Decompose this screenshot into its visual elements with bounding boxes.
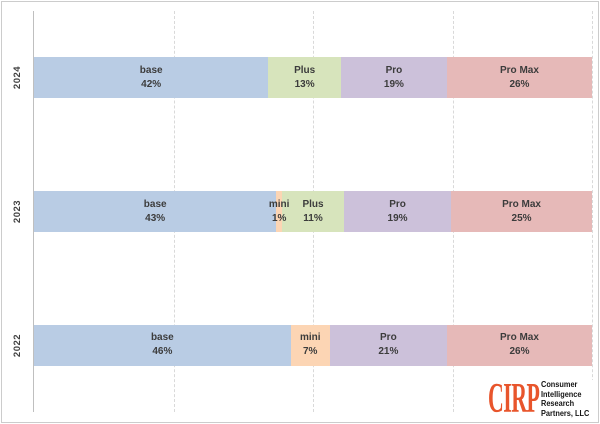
category-row-2024: base 42% Plus 13% Pro 19% Pro Max 26%: [34, 11, 592, 145]
y-axis-labels: 2024 2023 2022: [2, 11, 33, 412]
segment-label: mini 1%: [268, 198, 290, 224]
segment-plus-2024: Plus 13%: [268, 57, 341, 99]
segment-label: base 42%: [139, 64, 163, 90]
segment-label: Pro 21%: [378, 332, 399, 358]
segment-pro-2024: Pro 19%: [340, 57, 447, 99]
segment-label: Plus 13%: [294, 64, 316, 90]
segment-base-2023: base 43%: [34, 191, 277, 232]
y-axis-label-2022: 2022: [2, 278, 33, 412]
segment-pro-max-2024: Pro Max 26%: [446, 57, 592, 99]
segment-base-2022: base 46%: [34, 324, 291, 366]
segment-mini-2023: mini 1%: [269, 191, 289, 232]
bar-rows: base 42% Plus 13% Pro 19% Pro Max 26% base 43% min…: [34, 11, 593, 412]
segment-base-2024: base 42%: [34, 57, 269, 99]
cirp-logo: CIRP Consumer Intelligence Research Part…: [485, 376, 593, 422]
segment-label: Pro 19%: [383, 64, 404, 90]
segment-label: base 43%: [143, 198, 167, 224]
y-axis-label-2023: 2023: [2, 145, 33, 279]
logo-line: Partners, LLC: [540, 408, 589, 418]
category-row-2022: base 46% mini 7% Pro 21% Pro Max 26%: [34, 278, 593, 412]
y-axis-label-text: 2024: [11, 66, 23, 90]
y-axis-label-text: 2023: [11, 199, 23, 224]
cirp-logo-acronym: CIRP: [487, 376, 540, 422]
logo-line: Consumer: [540, 380, 577, 389]
plot-area: base 42% Plus 13% Pro 19% Pro Max 26% base 43% min…: [33, 11, 593, 412]
category-row-2023: base 43% mini 1% Plus 11% Pro 19% Pro Max 25%: [34, 145, 592, 279]
segment-pro-2023: Pro 19%: [344, 191, 452, 232]
segment-label: Plus 11%: [302, 198, 324, 224]
stacked-bar-2023: base 43% mini 1% Plus 11% Pro 19% Pro Max 25%: [34, 191, 592, 232]
segment-pro-max-2022: Pro Max 26%: [446, 324, 593, 366]
cirp-logo-company-name: Consumer Intelligence Research Partners,…: [541, 380, 589, 418]
segment-plus-2023: Plus 11%: [282, 191, 344, 232]
segment-label: Pro Max 26%: [500, 64, 539, 90]
segment-label: Pro Max 25%: [502, 198, 541, 224]
segment-label: mini 7%: [299, 332, 321, 358]
stacked-bar-2024: base 42% Plus 13% Pro 19% Pro Max 26%: [34, 57, 592, 99]
y-axis-label-text: 2022: [11, 333, 23, 357]
gridline-100pct: [592, 11, 593, 412]
segment-label: Pro Max 26%: [500, 332, 539, 358]
segment-pro-2022: Pro 21%: [329, 324, 447, 366]
stacked-bar-2022: base 46% mini 7% Pro 21% Pro Max 26%: [34, 324, 593, 366]
y-axis-label-2024: 2024: [2, 11, 33, 145]
segment-mini-2022: mini 7%: [290, 324, 330, 366]
logo-line: Research: [540, 399, 574, 408]
logo-line: Intelligence: [540, 389, 582, 399]
segment-label: base 46%: [150, 332, 174, 358]
segment-label: Pro 19%: [387, 198, 408, 224]
segment-pro-max-2023: Pro Max 25%: [451, 191, 592, 232]
